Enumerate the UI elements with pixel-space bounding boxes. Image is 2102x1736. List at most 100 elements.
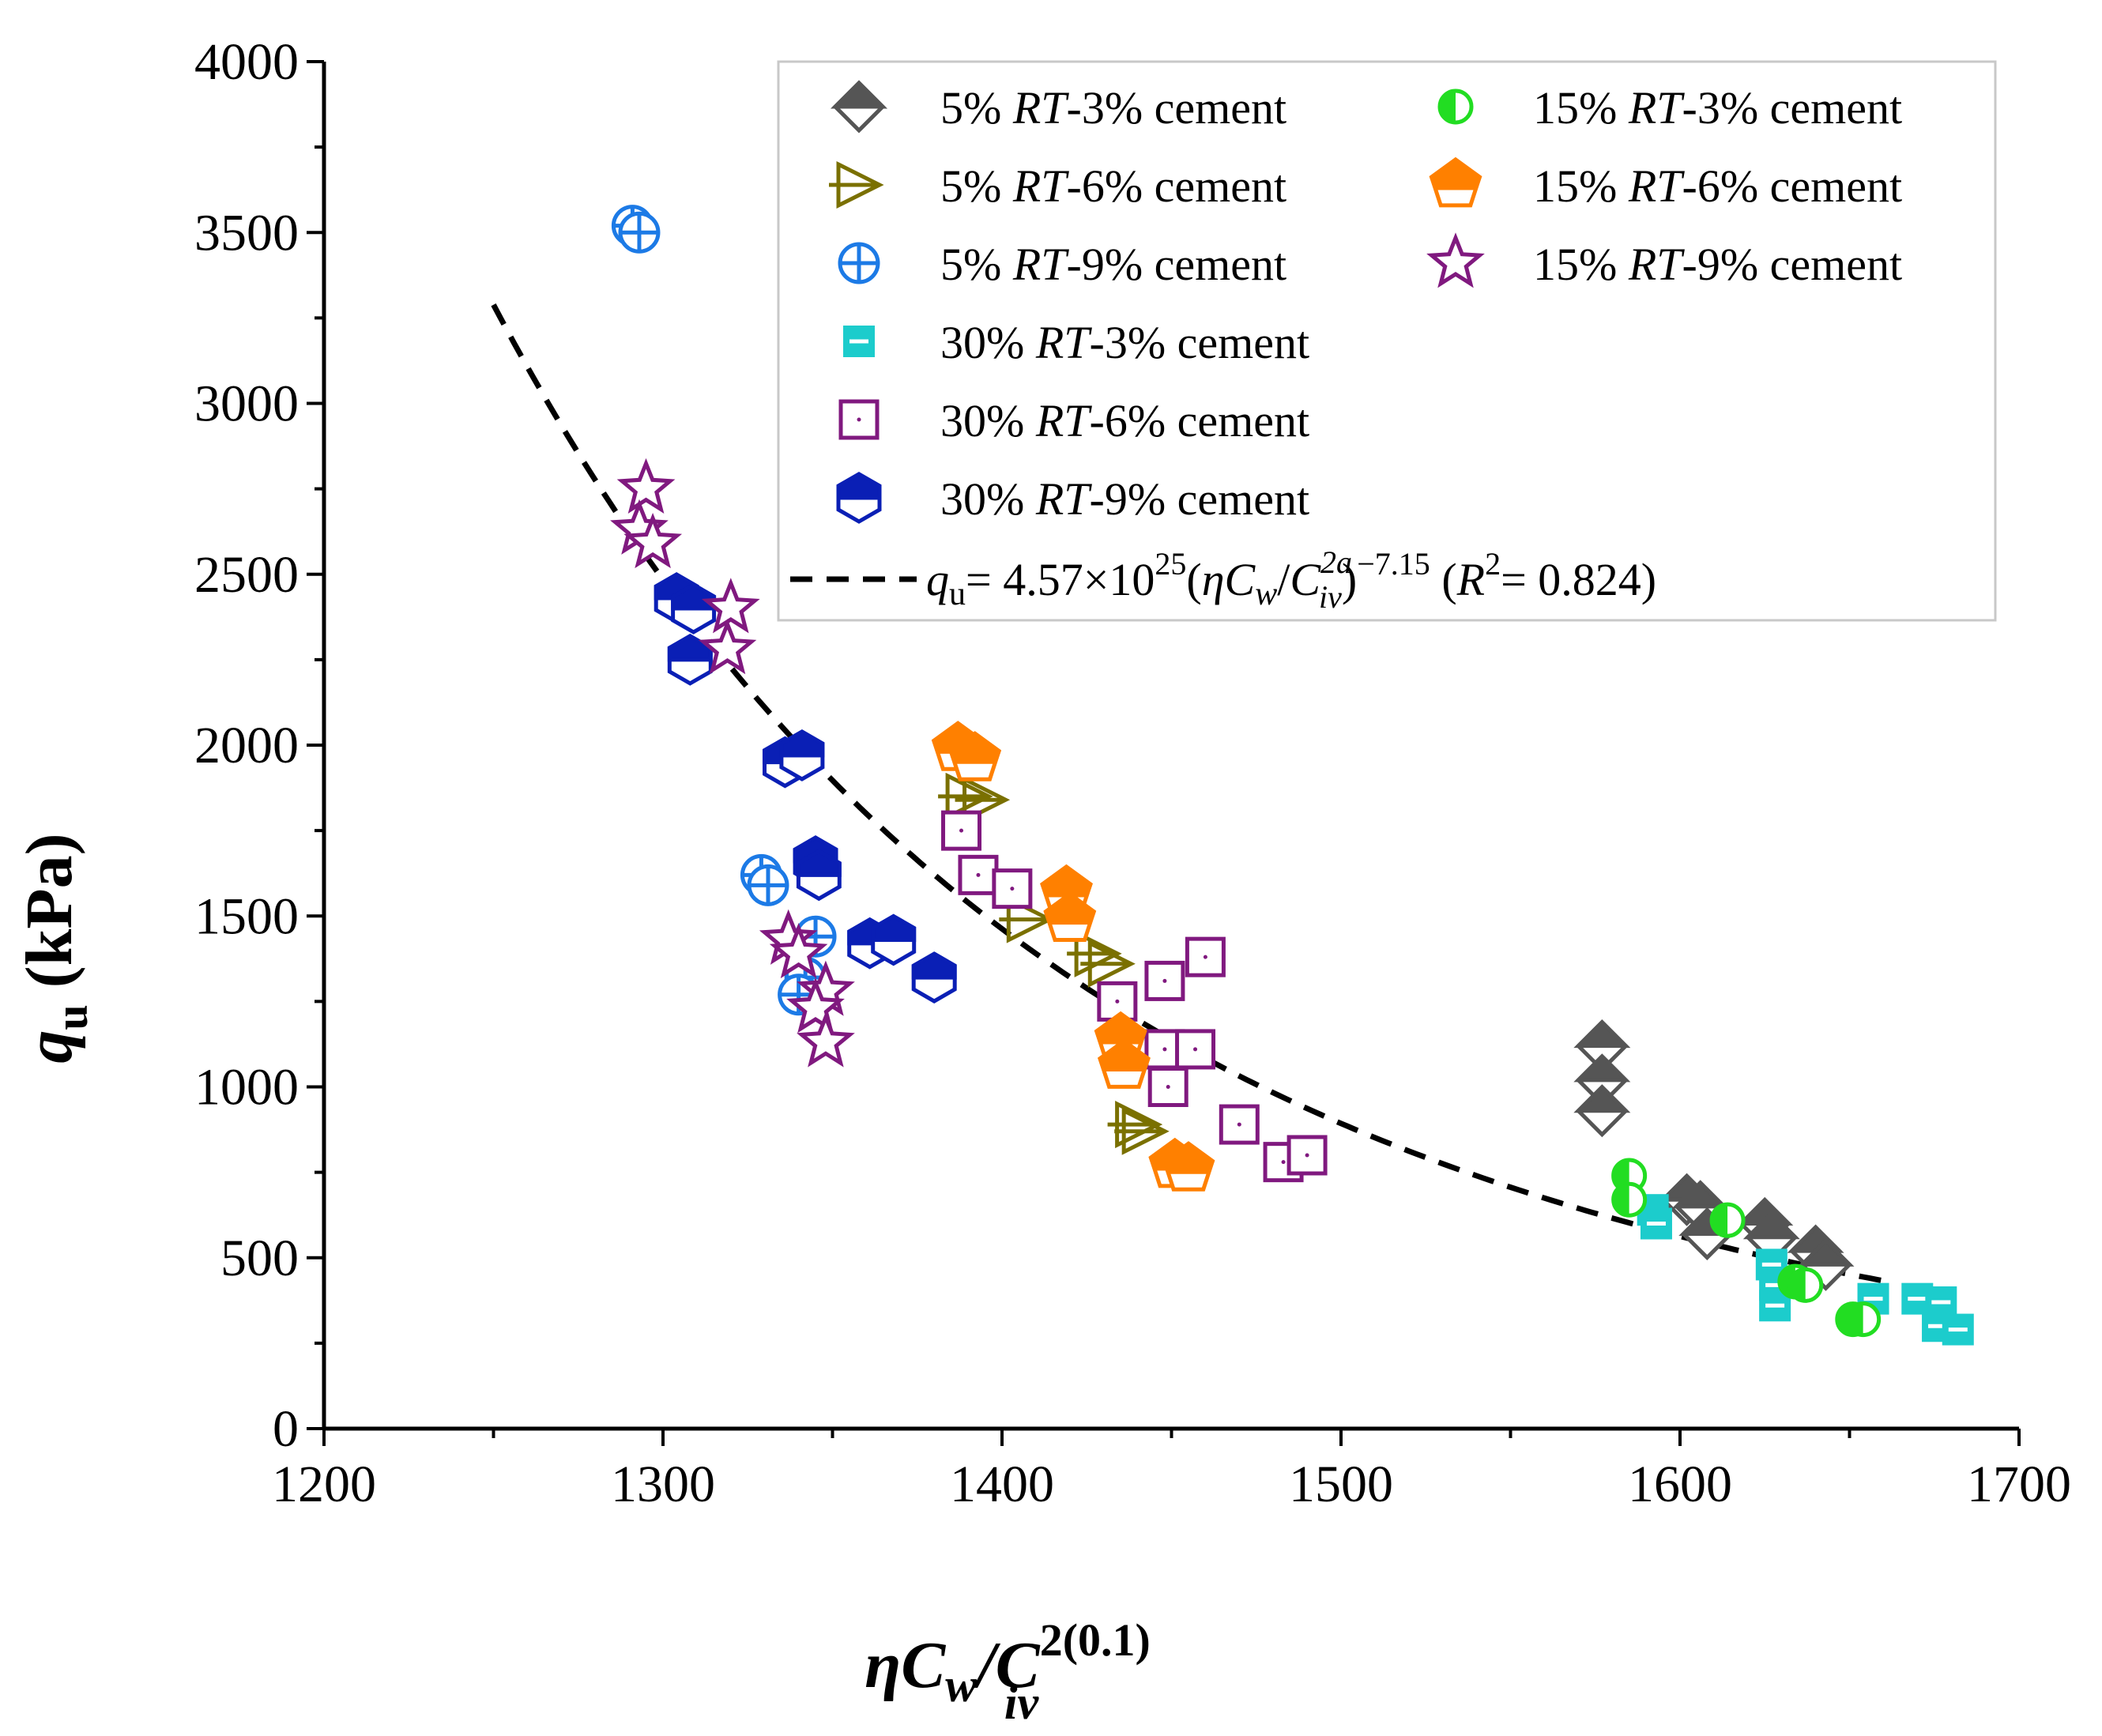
data-point bbox=[1845, 1301, 1882, 1338]
legend-marker-7 bbox=[1437, 88, 1474, 125]
data-point bbox=[911, 951, 957, 1004]
fit-r2-sup: 2 bbox=[1485, 546, 1501, 582]
legend-label-8: 15% RT-6% cement bbox=[1533, 160, 1902, 212]
legend-marker-5 bbox=[838, 399, 880, 440]
x-tick-label: 1400 bbox=[950, 1455, 1054, 1513]
x-axis-title-cw: C bbox=[901, 1629, 946, 1702]
fit-q-sub: u bbox=[949, 576, 966, 612]
series-2 bbox=[938, 772, 1170, 1155]
fit-paren-open: ( bbox=[1186, 554, 1201, 605]
legend-label-suffix: -6% cement bbox=[1090, 395, 1310, 446]
legend-marker-3 bbox=[838, 242, 880, 284]
legend-label-prefix: 5% bbox=[940, 160, 1013, 212]
x-tick-label: 1200 bbox=[272, 1455, 376, 1513]
y-tick-label: 2000 bbox=[194, 717, 299, 774]
data-point bbox=[1611, 1181, 1648, 1218]
legend-label-rt: RT bbox=[1035, 317, 1092, 368]
data-point bbox=[1162, 1141, 1215, 1192]
y-tick-label: 4000 bbox=[194, 33, 299, 91]
fit-q: q bbox=[926, 554, 949, 605]
legend-marker-6 bbox=[836, 472, 882, 524]
fit-exp: 25 bbox=[1155, 546, 1186, 582]
legend-label-suffix: -9% cement bbox=[1090, 473, 1310, 525]
legend-marker-4 bbox=[843, 326, 875, 357]
legend-marker-8 bbox=[1429, 156, 1482, 208]
legend-label-9: 15% RT-9% cement bbox=[1533, 239, 1902, 290]
y-tick-label: 2500 bbox=[194, 546, 299, 604]
data-point bbox=[786, 977, 845, 1034]
legend-label-prefix: 30% bbox=[940, 395, 1036, 446]
fit-cw-sub: w bbox=[1255, 576, 1277, 612]
y-tick-label: 1500 bbox=[194, 887, 299, 945]
legend-item-6: 30% RT-9% cement bbox=[836, 472, 1310, 525]
data-point bbox=[616, 458, 676, 514]
legend-label-suffix: -3% cement bbox=[1682, 82, 1903, 134]
legend-label-rt: RT bbox=[1012, 160, 1069, 212]
legend-label-suffix: -6% cement bbox=[1067, 160, 1287, 212]
y-tick-label: 0 bbox=[273, 1400, 299, 1458]
fit-eq: = 4.57×10 bbox=[966, 554, 1155, 605]
y-tick-label: 3500 bbox=[194, 204, 299, 262]
x-axis-title-cw-sub: w bbox=[945, 1659, 978, 1712]
data-point bbox=[1611, 1158, 1648, 1194]
legend-label-rt: RT bbox=[1035, 395, 1092, 446]
y-tick-label: 1000 bbox=[194, 1059, 299, 1117]
legend-label-suffix: -9% cement bbox=[1067, 239, 1287, 290]
data-point bbox=[1787, 1267, 1824, 1303]
legend-label-5: 30% RT-6% cement bbox=[940, 395, 1309, 446]
data-point bbox=[796, 849, 842, 902]
fit-r2-val: = 0.824) bbox=[1501, 554, 1656, 605]
legend-item-4: 30% RT-3% cement bbox=[843, 317, 1309, 368]
data-point bbox=[1098, 1038, 1151, 1089]
legend-label-7: 15% RT-3% cement bbox=[1533, 82, 1902, 134]
series-7 bbox=[1611, 1158, 1882, 1338]
legend-frame bbox=[777, 60, 1997, 622]
data-point bbox=[671, 582, 717, 635]
data-point bbox=[1147, 1067, 1188, 1107]
legend-label-prefix: 15% bbox=[1533, 160, 1629, 212]
legend-fit-label: qu= 4.57×1025(ηCw/C2a iv)−7.15 (R2= 0.824… bbox=[926, 544, 1656, 615]
data-point bbox=[618, 211, 661, 254]
x-axis-title-civ-sub: iv bbox=[1004, 1677, 1040, 1729]
axes-layer: 0 500 1000 1500 2000 2500 3000 3500 4000 1200 1300… bbox=[194, 33, 2071, 1513]
fit-civ-sub: iv bbox=[1319, 579, 1342, 615]
legend-label-suffix: -6% cement bbox=[1682, 160, 1903, 212]
legend-marker-9 bbox=[1426, 232, 1485, 288]
series-5 bbox=[941, 810, 1328, 1183]
fit-civ: C bbox=[1290, 554, 1321, 605]
legend-item-7: 15% RT-3% cement bbox=[1437, 82, 1902, 134]
fit-civ-sup: 2a bbox=[1320, 544, 1352, 580]
legend-label-prefix: 30% bbox=[940, 473, 1036, 525]
legend-label-1: 5% RT-3% cement bbox=[940, 82, 1286, 134]
data-point bbox=[1114, 1107, 1170, 1155]
data-points-layer bbox=[610, 205, 1974, 1346]
data-point bbox=[1175, 1029, 1216, 1070]
legend-item-9: 15% RT-9% cement bbox=[1426, 232, 1902, 290]
data-point bbox=[871, 913, 917, 966]
data-point bbox=[1144, 960, 1185, 1001]
series-9 bbox=[610, 458, 855, 1068]
data-point bbox=[1573, 1084, 1631, 1138]
data-point bbox=[948, 731, 1002, 781]
x-tick-label: 1700 bbox=[1967, 1455, 2071, 1513]
x-tick-label: 1600 bbox=[1628, 1455, 1732, 1513]
legend-label-suffix: -3% cement bbox=[1090, 317, 1310, 368]
data-point bbox=[1219, 1104, 1260, 1145]
y-tick-label: 3000 bbox=[194, 375, 299, 433]
data-point bbox=[623, 513, 683, 569]
fit-paren-close: ) bbox=[1342, 554, 1357, 605]
legend-marker-1 bbox=[830, 80, 888, 134]
y-axis-title-q: q bbox=[13, 1030, 86, 1064]
data-point bbox=[1942, 1313, 1974, 1346]
legend-label-suffix: -3% cement bbox=[1067, 82, 1287, 134]
legend-item-8: 15% RT-6% cement bbox=[1429, 156, 1902, 212]
fit-slash: / bbox=[1277, 554, 1290, 605]
legend-label-rt: RT bbox=[1012, 82, 1069, 134]
y-axis-title-sub: u bbox=[46, 1004, 97, 1030]
x-tick-label: 1500 bbox=[1289, 1455, 1393, 1513]
fit-eta: η bbox=[1202, 554, 1225, 605]
y-axis-title: qu (kPa) bbox=[13, 833, 97, 1063]
x-axis-title-eta: η bbox=[865, 1629, 901, 1702]
